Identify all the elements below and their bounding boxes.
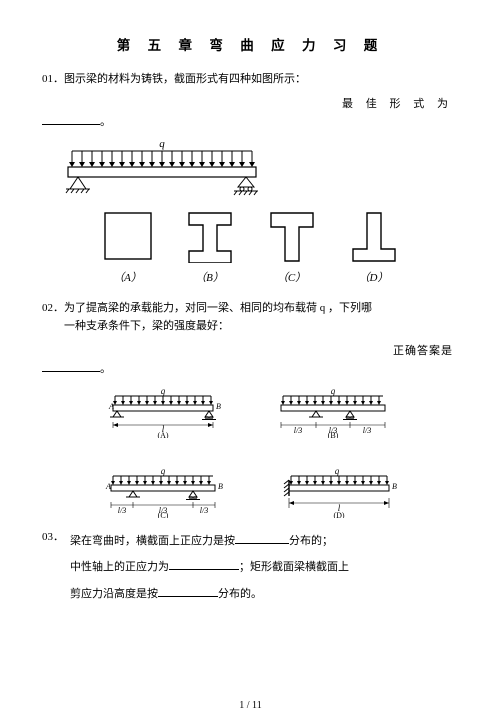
shapes-row: （A） （B） （C） （D） xyxy=(42,209,459,285)
q1-right: 最 佳 形 式 为 xyxy=(42,95,459,111)
shape-A-label: （A） xyxy=(101,269,155,285)
q2-line1: 为了提高梁的承载能力，对同一梁、相同的均布载荷 q ，下列哪 xyxy=(64,302,372,314)
q2-right: 正确答案是 xyxy=(42,342,459,358)
svg-text:q: q xyxy=(160,466,165,476)
svg-text:l/3: l/3 xyxy=(117,506,125,515)
q3-t6: 分布的。 xyxy=(218,588,262,600)
shape-C: （C） xyxy=(265,209,319,285)
svg-text:B: B xyxy=(392,482,397,491)
support-grid: q A B l (A) xyxy=(42,386,459,518)
support-A: q A B l (A) xyxy=(101,386,231,438)
q2: 02． 为了提高梁的承载能力，对同一梁、相同的均布载荷 q ，下列哪 一种支承条… xyxy=(42,299,459,336)
q3-t3: 中性轴上的正应力为 xyxy=(70,561,169,573)
q1: 01． 图示梁的材料为铸铁，截面形式有四种如图所示： xyxy=(42,70,459,89)
svg-text:(D): (D) xyxy=(333,511,344,518)
shape-B: （B） xyxy=(183,209,237,285)
shape-B-label: （B） xyxy=(183,269,237,285)
beam-diagram: q xyxy=(42,137,282,201)
q1-blank: 。 xyxy=(42,113,459,129)
page-title: 第 五 章 弯 曲 应 力 习 题 xyxy=(42,34,459,54)
svg-text:(B): (B) xyxy=(327,431,338,438)
q2-num: 02． xyxy=(42,299,64,336)
shape-D: （D） xyxy=(347,209,401,285)
svg-text:q: q xyxy=(160,386,165,396)
beam-q-text: q xyxy=(159,138,165,150)
svg-text:B: B xyxy=(216,402,221,411)
page-number: 1 / 11 xyxy=(0,700,501,711)
svg-text:q: q xyxy=(334,466,339,476)
q2-blank: 。 xyxy=(42,360,459,376)
q3-num: 03． xyxy=(42,528,64,607)
q1-num: 01． xyxy=(42,70,64,89)
q3-t5: 剪应力沿高度是按 xyxy=(70,588,158,600)
q2-line2: 一种支承条件下，梁的强度最好： xyxy=(64,320,229,332)
q3-t4: ；矩形截面梁横截面上 xyxy=(239,561,349,573)
q3-t2: 分布的； xyxy=(289,535,333,547)
support-D: q B l (D) xyxy=(271,466,401,518)
q1-period: 。 xyxy=(100,116,111,128)
q3: 03． 梁在弯曲时，横截面上正应力是按 分布的； 中性轴上的正应力为 ；矩形截面梁横… xyxy=(42,528,459,607)
q1-text: 图示梁的材料为铸铁，截面形式有四种如图所示： xyxy=(64,70,459,89)
support-C: q A B l/3 l/3 l/3 (C) xyxy=(101,466,231,518)
svg-text:B: B xyxy=(218,482,223,491)
svg-text:l/3: l/3 xyxy=(362,426,370,435)
svg-text:q: q xyxy=(330,386,335,396)
svg-text:l/3: l/3 xyxy=(199,506,207,515)
svg-text:A: A xyxy=(108,402,114,411)
shape-D-label: （D） xyxy=(347,269,401,285)
shape-A: （A） xyxy=(101,209,155,285)
svg-text:(A): (A) xyxy=(157,431,168,438)
q3-t1: 梁在弯曲时，横截面上正应力是按 xyxy=(70,535,235,547)
svg-text:l/3: l/3 xyxy=(293,426,301,435)
shape-C-label: （C） xyxy=(265,269,319,285)
support-B: q l/3 l/3 l/3 (B) xyxy=(271,386,401,438)
svg-text:(C): (C) xyxy=(157,511,168,518)
svg-text:A: A xyxy=(105,482,111,491)
q2-period: 。 xyxy=(100,363,111,375)
